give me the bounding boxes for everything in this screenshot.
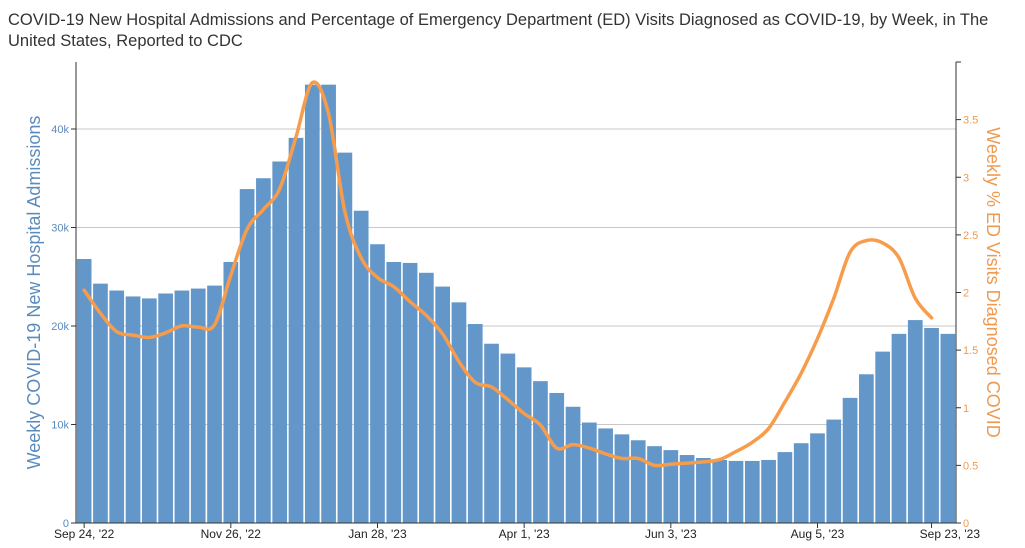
right-tick-label: 3.5 xyxy=(963,115,978,127)
bar xyxy=(533,381,548,523)
x-tick-label: Aug 5, '23 xyxy=(791,527,845,541)
bar xyxy=(321,84,336,524)
bar xyxy=(158,293,173,523)
bar xyxy=(500,353,516,523)
bar xyxy=(647,446,662,523)
right-tick-label: 0.5 xyxy=(963,460,978,472)
bar xyxy=(565,406,581,523)
bar xyxy=(891,333,907,523)
bar xyxy=(288,137,304,523)
left-tick-label: 30k xyxy=(51,222,69,234)
bar xyxy=(109,290,125,523)
bar xyxy=(256,178,271,523)
right-tick-label: 1 xyxy=(963,403,969,415)
bar xyxy=(793,443,809,523)
x-axis-ticks: Sep 24, '22 Nov 26, '22 Jan 28, '23 Apr 1, … xyxy=(54,523,980,541)
right-tick-label: 2 xyxy=(963,288,969,300)
bar xyxy=(859,374,874,523)
bar xyxy=(402,262,418,523)
bar xyxy=(207,285,222,523)
bar xyxy=(875,351,891,523)
bar xyxy=(353,210,369,523)
x-tick-label: Sep 24, '22 xyxy=(54,527,115,541)
bar xyxy=(598,428,613,523)
left-axis-title: Weekly COVID-19 New Hospital Admissions xyxy=(24,116,44,470)
bar xyxy=(924,327,939,523)
bar xyxy=(940,333,956,523)
ed-visits-line xyxy=(82,80,934,468)
right-axis-ticks: 0 0.5 1 1.5 2 2.5 3 3.5 xyxy=(956,61,978,530)
bar xyxy=(630,440,646,523)
bar xyxy=(761,459,776,523)
right-tick-label: 0 xyxy=(963,518,969,530)
bar xyxy=(484,343,499,523)
bar xyxy=(549,392,565,523)
bar xyxy=(842,397,858,523)
chart-title: COVID-19 New Hospital Admissions and Per… xyxy=(8,11,989,50)
bar xyxy=(581,422,597,523)
bar xyxy=(810,433,825,523)
bar xyxy=(826,419,842,523)
bar xyxy=(223,261,239,523)
left-tick-label: 10k xyxy=(51,419,69,431)
bar-series xyxy=(76,84,956,524)
bar xyxy=(777,452,793,523)
bar xyxy=(93,283,108,523)
left-tick-label: 20k xyxy=(51,321,69,333)
bar xyxy=(744,460,760,523)
bar xyxy=(190,288,206,523)
bar xyxy=(663,450,679,523)
x-tick-label: Nov 26, '22 xyxy=(201,527,262,541)
right-tick-label: 1.5 xyxy=(963,345,978,357)
left-axis-ticks: 0 10k 20k 30k 40k xyxy=(51,124,76,530)
bar xyxy=(272,161,288,523)
x-tick-label: Apr 1, '23 xyxy=(499,527,550,541)
bar xyxy=(370,244,385,523)
right-axis-title: Weekly % ED Visits Diagnosed COVID xyxy=(983,127,1003,437)
bar xyxy=(337,152,353,523)
bar xyxy=(76,259,92,523)
bar xyxy=(174,290,190,523)
bar xyxy=(696,457,711,523)
bar xyxy=(386,261,402,523)
right-tick-label: 3 xyxy=(963,172,969,184)
bar xyxy=(419,272,434,523)
x-tick-label: Jun 3, '23 xyxy=(645,527,697,541)
bar xyxy=(239,189,255,524)
gridlines xyxy=(76,128,956,425)
x-tick-label: Sep 23, '23 xyxy=(920,527,981,541)
bar xyxy=(679,455,695,523)
bar xyxy=(728,460,744,523)
bar xyxy=(435,286,451,523)
bar xyxy=(304,84,320,524)
bar xyxy=(516,367,532,523)
left-tick-label: 0 xyxy=(63,518,69,530)
bar xyxy=(712,459,728,523)
bar xyxy=(614,434,630,523)
bar xyxy=(125,296,141,523)
bar xyxy=(467,324,483,523)
bar xyxy=(907,320,923,523)
bar xyxy=(451,302,467,523)
line-series xyxy=(82,80,934,468)
bar xyxy=(141,298,157,523)
x-tick-label: Jan 28, '23 xyxy=(348,527,407,541)
right-tick-label: 2.5 xyxy=(963,230,978,242)
left-tick-label: 40k xyxy=(51,124,69,136)
